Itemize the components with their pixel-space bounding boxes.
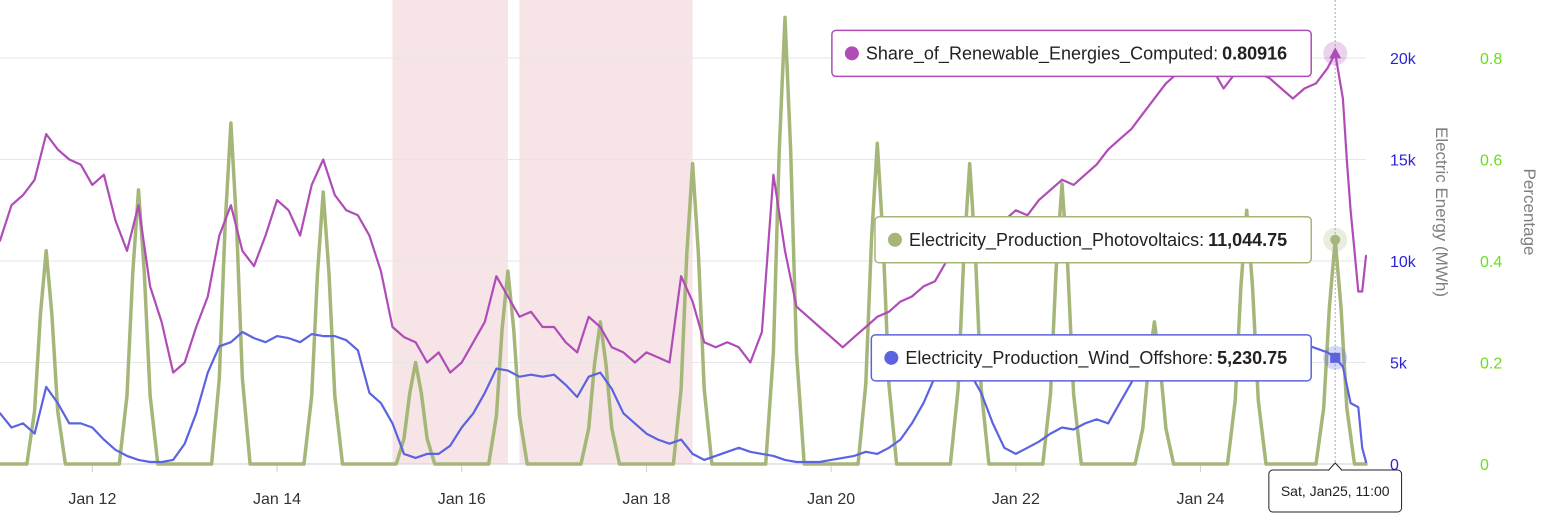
y-percentage-tick-label: 0.6 (1480, 153, 1502, 170)
tooltip-1: Electricity_Production_Photovoltaics: 11… (874, 216, 1312, 264)
tooltip-label: Electricity_Production_Photovoltaics: (909, 230, 1204, 251)
tooltip-label: Share_of_Renewable_Energies_Computed: (866, 43, 1218, 64)
y-axis-percentage: 0 0.2 0.4 0.6 0.8 (1480, 51, 1502, 474)
y-percentage-tick-label: 0 (1480, 457, 1489, 474)
tooltip-2: Electricity_Production_Wind_Offshore: 5,… (870, 334, 1312, 382)
x-hover-label: Sat, Jan25, 11:00 (1268, 462, 1403, 513)
x-tick-label: Jan 20 (807, 491, 855, 508)
y-axis-percentage-title: Percentage (1520, 169, 1539, 256)
x-axis: Jan 12 Jan 14 Jan 16 Jan 18 Jan 20 Jan 22 Jan … (68, 464, 1225, 508)
y-energy-tick-label: 0 (1390, 457, 1399, 474)
hover-marker-triangle (1329, 47, 1342, 59)
hover-markers (1323, 41, 1348, 370)
x-hover-label-pointer (1327, 462, 1343, 471)
y-percentage-tick-label: 0.8 (1480, 51, 1502, 68)
tooltip-value: 5,230.75 (1217, 348, 1287, 368)
tooltip-swatch (887, 232, 902, 247)
y-axis-energy-title: Electric Energy (MWh) (1432, 127, 1451, 297)
y-percentage-tick-label: 0.2 (1480, 356, 1502, 373)
tooltip-0: Share_of_Renewable_Energies_Computed: 0.… (831, 29, 1312, 78)
x-hover-label-text: Sat, Jan25, 11:00 (1281, 483, 1390, 499)
y-energy-tick-label: 10k (1390, 254, 1417, 271)
y-axis-energy: 0 5k 10k 15k 20k (1390, 51, 1417, 474)
x-tick-label: Jan 24 (1177, 491, 1225, 508)
tooltip-box (874, 216, 1312, 264)
tooltip-swatch (884, 350, 899, 365)
tooltip-label: Electricity_Production_Wind_Offshore: (905, 348, 1213, 369)
y-energy-tick-label: 20k (1390, 51, 1417, 68)
x-tick-label: Jan 16 (438, 491, 486, 508)
tooltip-box (870, 334, 1312, 382)
hover-marker-dot (1330, 234, 1341, 245)
tooltip-swatch (844, 46, 859, 61)
y-percentage-tick-label: 0.4 (1480, 254, 1502, 271)
x-tick-label: Jan 14 (253, 491, 301, 508)
y-energy-tick-label: 15k (1390, 153, 1417, 170)
hover-marker-square (1330, 352, 1341, 363)
x-tick-label: Jan 18 (622, 491, 670, 508)
tooltip-value: 11,044.75 (1208, 230, 1287, 250)
tooltips: Share_of_Renewable_Energies_Computed: 0.… (831, 29, 1312, 382)
x-tick-label: Jan 22 (992, 491, 1040, 508)
shaded-ranges (392, 0, 693, 464)
tooltip-value: 0.80916 (1222, 43, 1287, 63)
tooltip-box (831, 29, 1312, 78)
shaded-range-1 (519, 0, 693, 464)
x-tick-label: Jan 12 (68, 491, 116, 508)
y-energy-tick-label: 5k (1390, 356, 1408, 373)
